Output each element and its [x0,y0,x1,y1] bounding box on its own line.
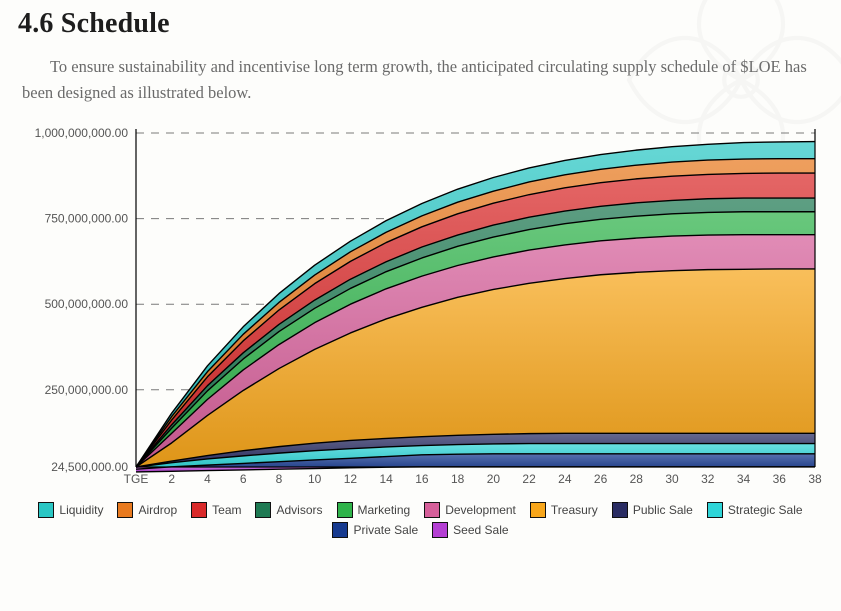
y-tick-label: 250,000,000.00 [45,383,129,397]
legend-item: Treasury [530,502,598,518]
x-tick-label: 10 [308,472,322,486]
x-tick-label: 2 [168,472,175,486]
legend-label: Private Sale [353,523,418,537]
legend-swatch [424,502,440,518]
section-title: 4.6 Schedule [18,8,823,40]
x-tick-label: 28 [630,472,644,486]
legend-label: Liquidity [59,503,103,517]
chart-svg: 24,500,000.00 250,000,000.00 500,000,000.0… [18,115,823,495]
legend-label: Seed Sale [453,523,508,537]
chart-legend: Liquidity Airdrop Team Advisors Marketing Dev… [18,502,823,538]
x-tick-label: 32 [701,472,715,486]
legend-label: Development [445,503,516,517]
x-tick-label: 16 [415,472,429,486]
legend-swatch [337,502,353,518]
x-tick-label: 14 [379,472,393,486]
x-tick-label: 20 [487,472,501,486]
legend-swatch [612,502,628,518]
legend-item: Airdrop [117,502,177,518]
x-tick-label: 30 [665,472,679,486]
legend-swatch [332,522,348,538]
legend-swatch [191,502,207,518]
x-tick-label: 8 [276,472,283,486]
legend-swatch [38,502,54,518]
section-body: To ensure sustainability and incentivise… [22,54,819,105]
x-tick-label: 12 [344,472,358,486]
x-tick-label: 24 [558,472,572,486]
y-tick-label: 750,000,000.00 [45,212,129,226]
x-tick-label: 34 [737,472,751,486]
legend-item: Development [424,502,516,518]
legend-label: Marketing [358,503,411,517]
legend-item: Marketing [337,502,411,518]
x-tick-label: TGE [124,472,149,486]
legend-swatch [707,502,723,518]
x-tick-label: 36 [773,472,787,486]
legend-label: Treasury [551,503,598,517]
legend-item: Team [191,502,241,518]
legend-swatch [117,502,133,518]
legend-label: Airdrop [138,503,177,517]
legend-item: Advisors [255,502,322,518]
x-tick-label: 38 [808,472,822,486]
schedule-chart: 24,500,000.00 250,000,000.00 500,000,000.0… [18,115,823,585]
x-tick-label: 22 [522,472,536,486]
y-tick-label: 500,000,000.00 [45,297,129,311]
x-tick-label: 4 [204,472,211,486]
legend-item: Liquidity [38,502,103,518]
y-tick-label: 24,500,000.00 [51,460,128,474]
legend-item: Private Sale [332,522,418,538]
legend-swatch [255,502,271,518]
x-tick-label: 6 [240,472,247,486]
y-tick-label: 1,000,000,000.00 [35,126,129,140]
x-tick-label: 18 [451,472,465,486]
legend-item: Public Sale [612,502,693,518]
legend-swatch [432,522,448,538]
legend-label: Team [212,503,241,517]
legend-label: Strategic Sale [728,503,803,517]
legend-item: Strategic Sale [707,502,803,518]
legend-label: Advisors [276,503,322,517]
legend-swatch [530,502,546,518]
x-tick-label: 26 [594,472,608,486]
legend-item: Seed Sale [432,522,508,538]
legend-label: Public Sale [633,503,693,517]
